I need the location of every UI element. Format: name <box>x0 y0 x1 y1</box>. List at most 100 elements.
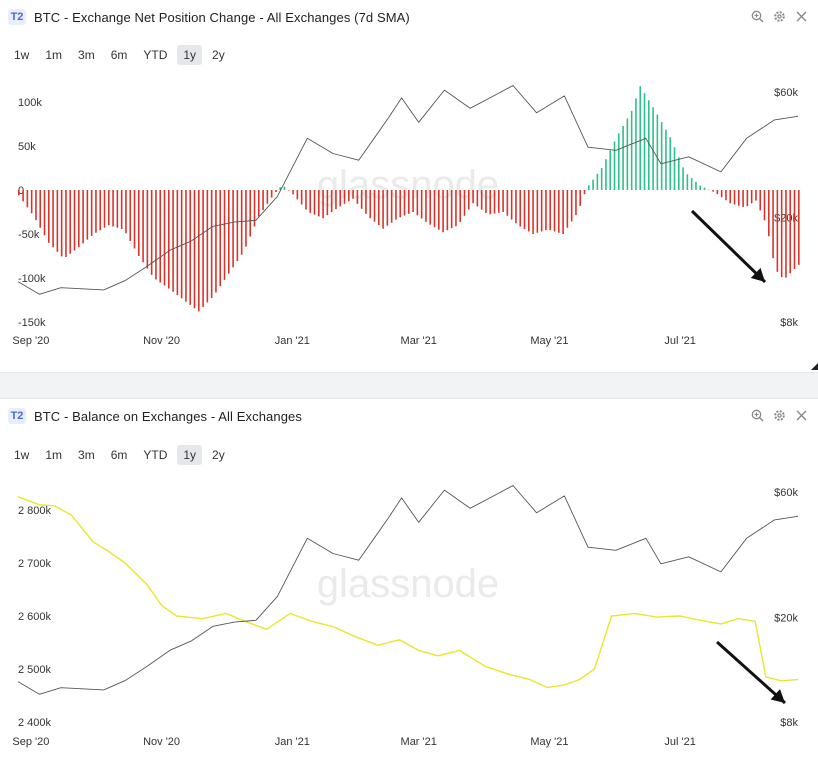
bar <box>532 190 534 234</box>
bar <box>579 190 582 207</box>
range-button-ytd[interactable]: YTD <box>143 448 168 462</box>
bar <box>780 190 783 278</box>
arrow-head <box>770 689 785 703</box>
bar <box>348 190 350 202</box>
bar <box>223 190 226 280</box>
bar <box>155 190 157 280</box>
x-tick-label: Mar '21 <box>401 736 437 748</box>
bar <box>742 190 744 207</box>
gear-icon[interactable] <box>772 408 786 422</box>
bar <box>335 190 337 210</box>
close-icon[interactable] <box>794 9 808 23</box>
bar <box>90 190 93 236</box>
bar <box>643 93 646 190</box>
bar <box>18 190 20 196</box>
bar <box>772 190 774 259</box>
bar <box>266 190 269 204</box>
bar <box>369 190 372 219</box>
bar <box>193 190 196 309</box>
y-right-tick-label: $60k <box>774 87 798 99</box>
bar <box>695 181 697 190</box>
bar <box>626 118 629 190</box>
range-button-3m[interactable]: 3m <box>78 48 95 62</box>
range-button-6m[interactable]: 6m <box>110 448 128 462</box>
bar <box>485 190 487 214</box>
range-button-6m[interactable]: 6m <box>110 48 128 62</box>
tier-badge: T2 <box>8 408 26 424</box>
y-tick-label: 50k <box>18 141 36 153</box>
range-button-ytd[interactable]: YTD <box>143 48 168 62</box>
range-button-3m[interactable]: 3m <box>78 448 95 462</box>
bar <box>283 186 286 190</box>
x-tick-label: May '21 <box>530 736 568 748</box>
bar <box>656 114 659 190</box>
bar <box>570 190 573 222</box>
range-button-1y[interactable]: 1y <box>177 45 203 65</box>
bar <box>245 190 247 247</box>
bar <box>755 190 757 201</box>
range-button-1y[interactable]: 1y <box>177 445 203 465</box>
bar <box>648 100 650 190</box>
bar <box>682 167 684 190</box>
bar <box>56 190 59 252</box>
bar <box>318 190 320 217</box>
bar <box>429 190 432 225</box>
range-button-2y[interactable]: 2y <box>212 448 225 462</box>
range-button-1m[interactable]: 1m <box>45 448 63 462</box>
chart-title: BTC - Balance on Exchanges - All Exchang… <box>34 408 302 424</box>
bar <box>69 190 72 254</box>
bar <box>292 190 294 195</box>
zoom-icon[interactable] <box>750 9 764 23</box>
bar <box>236 190 239 262</box>
bar <box>253 190 256 227</box>
bar <box>120 190 123 229</box>
bar <box>686 174 689 190</box>
bar <box>95 190 97 233</box>
range-button-1w[interactable]: 1w <box>14 48 30 62</box>
bar <box>416 190 419 216</box>
bar <box>300 190 303 205</box>
zoom-icon[interactable] <box>750 408 764 422</box>
range-button-2y[interactable]: 2y <box>212 48 225 62</box>
bar <box>583 190 586 195</box>
bar <box>228 190 230 274</box>
bar <box>425 190 427 222</box>
x-tick-label: Jul '21 <box>664 736 695 748</box>
y-tick-label: 100k <box>18 97 42 109</box>
balance-line <box>17 496 799 689</box>
bar <box>575 190 577 216</box>
bar <box>215 190 217 293</box>
bar <box>763 190 766 221</box>
bar <box>78 190 80 248</box>
close-icon[interactable] <box>794 408 808 422</box>
bar <box>596 173 599 190</box>
bar <box>65 190 67 258</box>
bar <box>558 190 560 233</box>
bar <box>395 190 397 220</box>
x-tick-label: May '21 <box>530 335 568 347</box>
bar <box>403 190 406 216</box>
bar <box>168 190 170 289</box>
bar <box>613 141 616 190</box>
bar <box>476 190 479 207</box>
bar <box>759 190 762 211</box>
bar <box>690 178 693 190</box>
bar <box>609 150 612 190</box>
price-line <box>17 85 799 295</box>
range-button-1w[interactable]: 1w <box>14 448 30 462</box>
bar <box>133 190 136 249</box>
range-button-1m[interactable]: 1m <box>45 48 63 62</box>
y-tick-label: 2 600k <box>18 611 52 623</box>
bar <box>446 190 449 231</box>
tier-badge: T2 <box>8 9 26 25</box>
x-tick-label: Mar '21 <box>401 335 437 347</box>
bar <box>510 190 513 220</box>
bar <box>665 129 667 190</box>
bar <box>198 190 200 312</box>
bar <box>360 190 363 209</box>
y-tick-label: -150k <box>18 317 46 329</box>
bar <box>502 190 504 212</box>
watermark: glassnode <box>317 562 499 606</box>
gear-icon[interactable] <box>772 9 786 23</box>
resize-handle[interactable] <box>811 363 818 370</box>
